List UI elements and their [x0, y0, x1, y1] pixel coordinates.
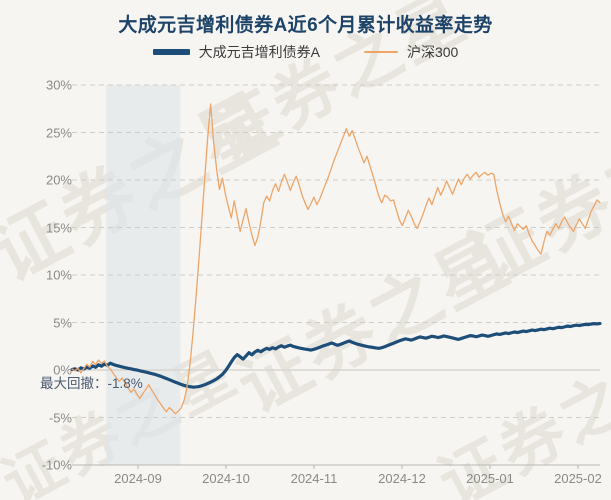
legend-swatch-fund-icon: [152, 49, 190, 55]
legend-label-index: 沪深300: [406, 44, 459, 60]
chart-legend: 大成元吉增利债券A 沪深300: [0, 42, 611, 62]
y-axis-tick-label: 15%: [45, 220, 72, 235]
x-axis-tick-label: 2024-10: [202, 471, 250, 486]
page-title: 大成元吉增利债券A近6个月累计收益率走势: [118, 15, 493, 36]
y-axis-labels: -10% -5% 0% 5% 10% 15% 20% 25% 30%: [0, 0, 72, 500]
max-drawdown-annotation: 最大回撤：-1.8%: [40, 376, 143, 391]
x-axis-tick-label: 2024-12: [378, 471, 426, 486]
legend-item-index[interactable]: 沪深300: [363, 42, 459, 62]
x-axis-tick-label: 2025-02: [554, 471, 602, 486]
y-axis-tick-label: -5%: [48, 410, 72, 425]
series-line-fund: [70, 321, 602, 389]
legend-swatch-index-icon: [363, 50, 398, 54]
series-line-index: [71, 103, 601, 415]
y-axis-tick-label: 0%: [53, 362, 72, 378]
y-axis-tick-label: -10%: [41, 457, 72, 473]
y-axis-tick-label: 30%: [45, 77, 72, 93]
x-axis-tick-label: 2025-01: [466, 471, 514, 486]
legend-label-fund: 大成元吉增利债券A: [198, 44, 320, 60]
x-axis-tick-label: 2024-11: [290, 471, 338, 486]
legend-item-fund[interactable]: 大成元吉增利债券A: [152, 42, 320, 62]
y-axis-tick-label: 25%: [45, 125, 72, 140]
x-axis-tick-label: 2024-09: [114, 471, 162, 486]
y-axis-tick-label: 5%: [53, 315, 72, 330]
y-axis-tick-label: 10%: [45, 267, 72, 283]
y-axis-tick-label: 20%: [45, 172, 72, 188]
